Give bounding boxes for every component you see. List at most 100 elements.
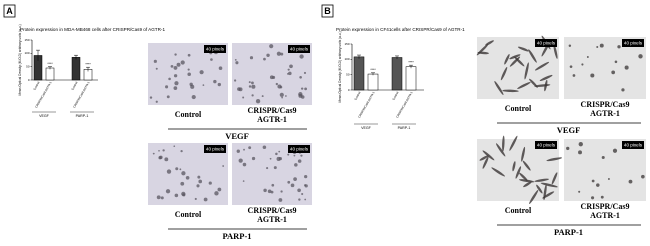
- group-label: PARP-1: [76, 114, 89, 118]
- bar-label: Control: [353, 91, 361, 101]
- cell: [271, 183, 275, 187]
- bar: [367, 73, 379, 91]
- scale-bar-box: [288, 145, 310, 153]
- micrograph: [148, 143, 228, 205]
- cell: [612, 148, 618, 153]
- cell: [297, 159, 302, 163]
- cell: [294, 163, 298, 167]
- cell: [266, 167, 269, 170]
- cell: [519, 172, 528, 181]
- cell: [298, 198, 301, 201]
- cell: [155, 100, 158, 103]
- cell: [222, 165, 225, 167]
- cell: [278, 150, 281, 153]
- bar: [71, 57, 81, 81]
- cell: [300, 95, 305, 99]
- image-caption: CRISPR/Cas9: [248, 206, 297, 215]
- micrograph: [564, 37, 646, 99]
- cell: [203, 197, 208, 202]
- cell: [496, 143, 506, 157]
- cell: [180, 149, 183, 153]
- cell: [517, 46, 529, 52]
- scale-bar-box: [622, 141, 644, 149]
- cell: [269, 44, 274, 49]
- cell: [596, 46, 599, 49]
- scale-bar-label: 40 pixels: [624, 41, 643, 46]
- bar-label: Control: [391, 91, 399, 101]
- cell: [293, 154, 296, 157]
- cell: [173, 86, 178, 90]
- group-label: PARP-1: [398, 126, 411, 130]
- cell: [156, 195, 161, 200]
- cell: [297, 188, 301, 193]
- y-tick-label: 0: [28, 78, 30, 82]
- cell: [275, 152, 278, 156]
- cell: [242, 96, 245, 99]
- cell: [517, 81, 531, 89]
- cell: [155, 67, 158, 70]
- cell: [272, 75, 276, 79]
- cell: [553, 44, 558, 59]
- cell: [539, 74, 553, 82]
- cell: [600, 195, 604, 199]
- cell: [273, 166, 277, 170]
- cell: [298, 92, 303, 97]
- cell: [304, 184, 308, 188]
- cell: [494, 81, 504, 95]
- cell: [238, 87, 243, 92]
- cell: [303, 71, 307, 75]
- cell: [174, 81, 179, 86]
- cell: [199, 70, 204, 75]
- cell: [175, 167, 179, 171]
- cell: [641, 174, 645, 179]
- cell: [509, 135, 518, 151]
- chart-title: Protein expression in MDA-MB468 cells af…: [20, 27, 165, 32]
- cell: [621, 88, 625, 92]
- y-tick-label: 100: [24, 51, 29, 55]
- cell: [300, 154, 303, 157]
- image-caption: CRISPR/Cas9: [248, 106, 297, 115]
- cell: [158, 149, 160, 152]
- cell: [233, 79, 237, 82]
- cell: [277, 84, 282, 89]
- group-label: PARP-1: [222, 231, 251, 241]
- cell: [263, 57, 266, 61]
- scale-bar-label: 40 pixels: [290, 147, 309, 152]
- scale-bar-box: [535, 39, 557, 47]
- cell: [514, 56, 525, 67]
- cell: [187, 68, 190, 71]
- bar: [391, 57, 403, 91]
- cell: [534, 61, 550, 71]
- cell: [217, 82, 222, 87]
- cell: [182, 193, 186, 197]
- cell: [266, 53, 270, 58]
- cell: [287, 68, 290, 71]
- cell: [304, 87, 308, 91]
- bar: [45, 67, 55, 81]
- cell: [586, 56, 589, 58]
- y-tick-label: 150: [24, 38, 29, 42]
- cell: [628, 179, 633, 184]
- cell: [287, 180, 291, 184]
- cell: [288, 71, 292, 76]
- cell: [521, 146, 526, 162]
- cell: [170, 65, 174, 68]
- cell: [234, 58, 237, 61]
- cell: [528, 49, 537, 63]
- cell: [248, 85, 252, 88]
- cell: [158, 156, 162, 160]
- image-caption: AGTR-1: [590, 211, 620, 220]
- cell: [540, 182, 558, 188]
- cell: [601, 155, 605, 160]
- cell: [174, 53, 177, 56]
- cell: [607, 178, 610, 180]
- cell: [504, 54, 510, 65]
- cell: [614, 60, 618, 64]
- cell: [191, 95, 196, 100]
- cell: [166, 169, 172, 174]
- cell: [213, 79, 217, 84]
- cell: [162, 149, 165, 152]
- cell: [197, 175, 201, 179]
- cell: [242, 162, 247, 167]
- y-tick-label: 100: [344, 57, 349, 61]
